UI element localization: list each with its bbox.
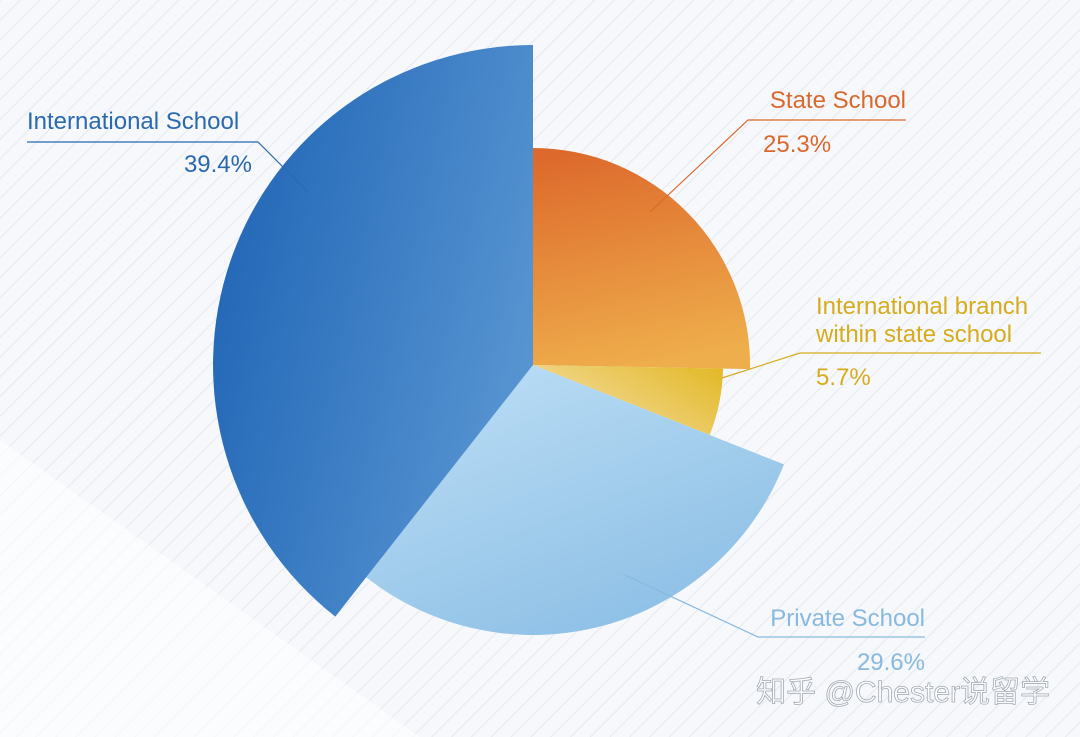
leader-line-state-school xyxy=(649,119,906,213)
slice-value-private-school: 29.6% xyxy=(857,649,925,676)
leader-line-international-school xyxy=(27,141,309,193)
slice-label-state-school: State School xyxy=(770,87,906,114)
slice-label-international-branch-line2: within state school xyxy=(815,321,1012,348)
background-band xyxy=(0,440,420,737)
slice-value-international-branch: 5.7% xyxy=(816,364,871,391)
slice-label-international-school: International School xyxy=(27,108,239,135)
leader-lines xyxy=(27,119,1041,638)
slice-label-private-school: Private School xyxy=(770,605,925,632)
leader-line-private-school xyxy=(624,574,925,638)
pie-slices xyxy=(213,45,784,635)
leader-line-international-branch xyxy=(721,352,1041,379)
watermark: 知乎 @Chester说留学 xyxy=(756,676,1050,709)
pie-slice-private-school xyxy=(366,365,784,635)
slice-value-state-school: 25.3% xyxy=(763,131,831,158)
pie-slice-state-school xyxy=(533,148,751,370)
slice-label-international-branch-line1: International branch xyxy=(816,293,1028,320)
slice-value-international-school: 39.4% xyxy=(184,151,252,178)
pie-slice-international-branch xyxy=(533,365,723,435)
pie-slice-international-school xyxy=(213,45,533,617)
